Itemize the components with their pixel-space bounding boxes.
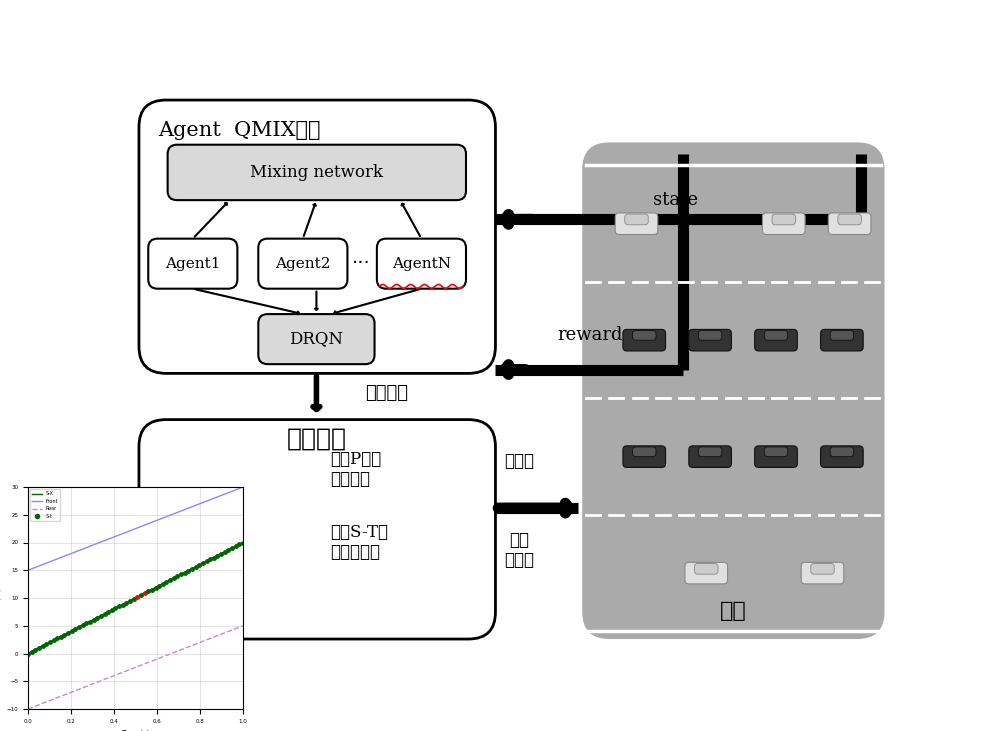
Front [237, 482, 249, 491]
Line: Rear: Rear [28, 626, 243, 709]
FancyBboxPatch shape [625, 214, 648, 225]
Front [77, 545, 89, 553]
FancyBboxPatch shape [258, 314, 375, 364]
FancyBboxPatch shape [755, 446, 797, 467]
FancyBboxPatch shape [762, 213, 805, 235]
FancyBboxPatch shape [838, 214, 861, 225]
Front [58, 552, 70, 561]
FancyBboxPatch shape [695, 564, 718, 574]
FancyBboxPatch shape [623, 446, 666, 467]
S-X [58, 630, 70, 639]
Front [95, 537, 107, 546]
FancyBboxPatch shape [139, 100, 495, 374]
FancyBboxPatch shape [168, 145, 466, 200]
FancyBboxPatch shape [811, 564, 834, 574]
Front [157, 514, 169, 523]
S-X [237, 538, 249, 547]
FancyBboxPatch shape [139, 420, 495, 639]
Text: ···: ··· [352, 254, 371, 273]
Line: S-X: S-X [28, 542, 243, 654]
Text: 纵向S-T图
优化加速度: 纵向S-T图 优化加速度 [330, 524, 388, 561]
Text: 横向P控制
计算航向: 横向P控制 计算航向 [330, 451, 382, 488]
Text: Mixing network: Mixing network [250, 164, 383, 181]
Text: reward: reward [557, 326, 623, 344]
Text: AgentN: AgentN [392, 257, 451, 270]
FancyBboxPatch shape [615, 213, 658, 235]
Rear [95, 676, 107, 685]
FancyBboxPatch shape [698, 447, 722, 457]
Text: 纵向
加速度: 纵向 加速度 [504, 532, 534, 569]
FancyBboxPatch shape [830, 447, 854, 457]
Rear [84, 681, 96, 689]
Text: 决策输出: 决策输出 [365, 384, 408, 401]
S-X [157, 580, 169, 588]
S-X [77, 621, 89, 629]
FancyBboxPatch shape [148, 238, 237, 289]
FancyBboxPatch shape [689, 330, 731, 351]
Front [22, 566, 34, 575]
FancyBboxPatch shape [258, 238, 347, 289]
X-axis label: Time (s): Time (s) [121, 730, 150, 731]
Legend: S-X, Front, Rear, S-t: S-X, Front, Rear, S-t [30, 490, 60, 520]
S-X [95, 612, 107, 621]
S-X [22, 649, 34, 658]
Text: Agent1: Agent1 [165, 257, 221, 270]
Text: 环境: 环境 [720, 599, 747, 621]
Text: Agent2: Agent2 [275, 257, 331, 270]
FancyBboxPatch shape [689, 446, 731, 467]
Front [91, 539, 103, 548]
Text: 航向角: 航向角 [504, 453, 534, 471]
FancyBboxPatch shape [801, 562, 844, 584]
FancyBboxPatch shape [821, 330, 863, 351]
Rear [77, 683, 89, 692]
S-X [84, 617, 96, 626]
Y-axis label: S (m): S (m) [0, 588, 1, 607]
Line: Front: Front [28, 487, 243, 570]
Rear [91, 678, 103, 686]
FancyBboxPatch shape [377, 238, 466, 289]
FancyBboxPatch shape [582, 143, 885, 639]
FancyBboxPatch shape [764, 330, 788, 340]
FancyBboxPatch shape [830, 330, 854, 340]
FancyBboxPatch shape [698, 330, 722, 340]
FancyBboxPatch shape [828, 213, 871, 235]
FancyBboxPatch shape [772, 214, 795, 225]
Text: DRQN: DRQN [289, 330, 343, 348]
Rear [58, 691, 70, 700]
FancyBboxPatch shape [755, 330, 797, 351]
S-X [91, 613, 103, 622]
FancyBboxPatch shape [685, 562, 728, 584]
Text: state: state [653, 191, 698, 209]
Text: Agent  QMIX网络: Agent QMIX网络 [158, 121, 321, 140]
Rear [237, 621, 249, 630]
Front [84, 542, 96, 550]
FancyBboxPatch shape [821, 446, 863, 467]
FancyBboxPatch shape [764, 447, 788, 457]
FancyBboxPatch shape [633, 330, 656, 340]
Rear [157, 652, 169, 661]
Text: 优化控制: 优化控制 [287, 427, 347, 451]
Rear [22, 705, 34, 713]
FancyBboxPatch shape [633, 447, 656, 457]
FancyBboxPatch shape [623, 330, 666, 351]
